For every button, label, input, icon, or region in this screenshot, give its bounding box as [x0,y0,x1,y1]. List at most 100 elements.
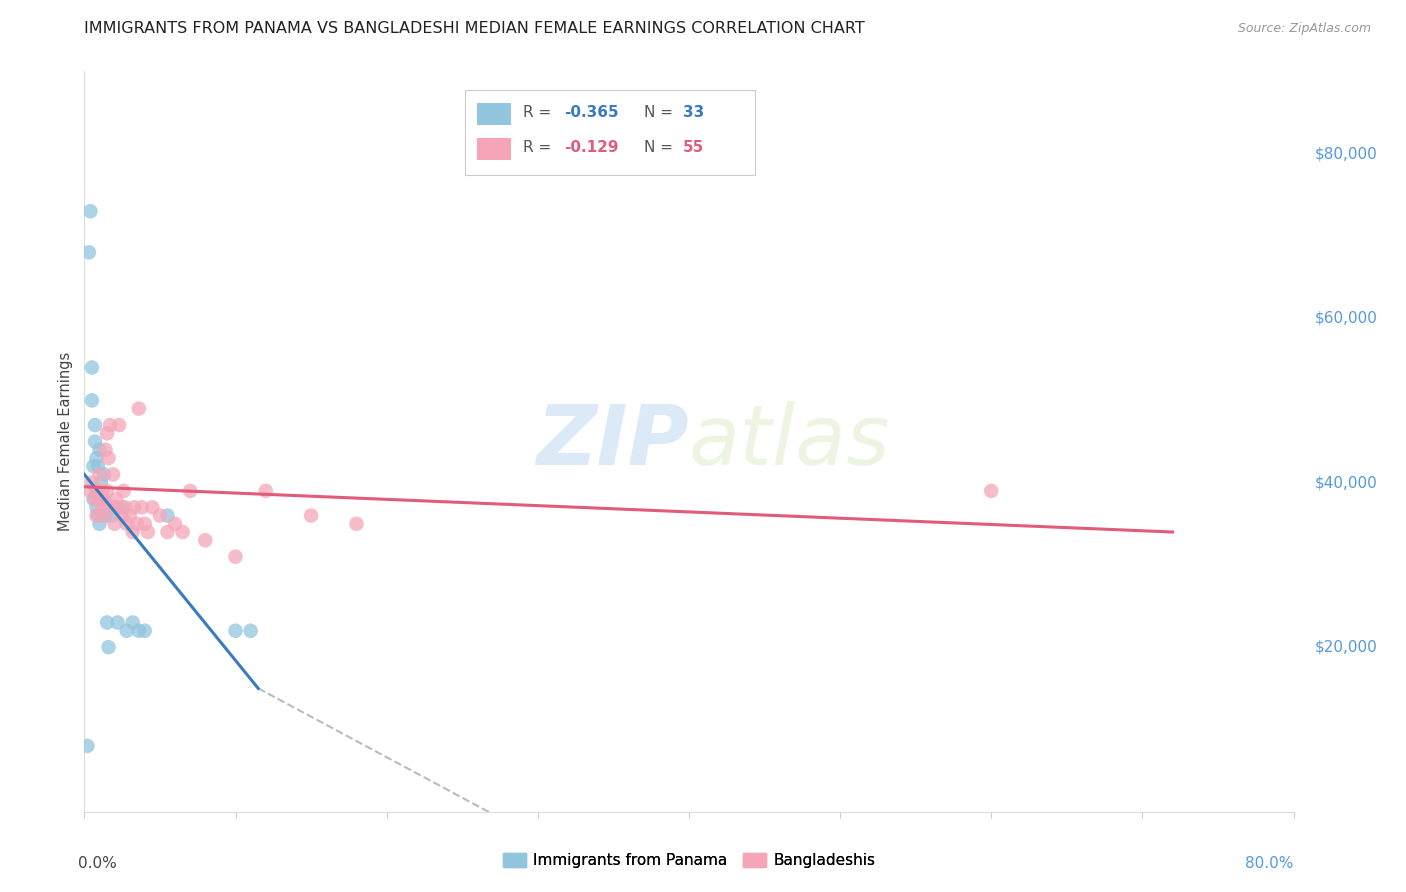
Point [96,426,118,441]
Point [87,508,110,523]
Point [86,500,108,515]
Point [91,500,114,515]
Point [86,483,108,498]
Point [149,508,172,523]
Point [111,508,134,523]
Point [134,624,156,638]
Point [100,508,122,523]
Point [79,483,101,498]
Point [121,524,143,539]
Point [108,418,131,433]
Point [93,467,115,482]
Text: IMMIGRANTS FROM PANAMA VS BANGLADESHI MEDIAN FEMALE EARNINGS CORRELATION CHART: IMMIGRANTS FROM PANAMA VS BANGLADESHI ME… [84,21,865,36]
Point [96,615,118,630]
Text: R =: R = [523,104,557,120]
Point [77,245,100,260]
Point [107,500,129,515]
Point [225,624,247,638]
Point [76,739,98,753]
Point [121,615,143,630]
Point [80,360,103,375]
Point [89,442,111,457]
Text: atlas: atlas [689,401,890,482]
Point [156,524,179,539]
Point [115,516,138,531]
Point [131,500,153,515]
Point [93,492,115,507]
Point [104,500,127,515]
Point [194,533,217,548]
Text: $60,000: $60,000 [1315,310,1378,326]
Point [94,508,117,523]
Point [118,508,141,523]
Point [91,483,114,498]
Point [87,483,110,498]
Point [128,624,150,638]
Legend: Immigrants from Panama, Bangladeshis: Immigrants from Panama, Bangladeshis [496,847,882,874]
Point [104,516,127,531]
Point [89,516,111,531]
Point [299,508,322,523]
Point [112,483,135,498]
Point [980,483,1002,498]
Point [84,418,107,433]
Y-axis label: Median Female Earnings: Median Female Earnings [58,352,73,531]
Point [89,467,111,482]
Point [127,516,149,531]
Text: 80.0%: 80.0% [1246,856,1294,871]
Point [156,508,179,523]
Point [96,483,118,498]
Point [136,524,159,539]
Point [141,500,163,515]
Text: ZIP: ZIP [536,401,689,482]
Point [225,549,247,564]
Point [79,204,101,219]
Point [86,450,108,465]
FancyBboxPatch shape [478,138,512,161]
Point [90,475,112,490]
Point [86,508,108,523]
Point [122,500,145,515]
Text: N =: N = [644,104,678,120]
Point [97,450,120,465]
Point [80,475,103,490]
Point [93,508,115,523]
Point [100,500,122,515]
Point [111,500,134,515]
Text: 55: 55 [683,140,704,155]
Text: -0.129: -0.129 [564,140,619,155]
Point [172,524,194,539]
Point [84,434,107,449]
Text: N =: N = [644,140,678,155]
Text: 0.0%: 0.0% [79,856,117,871]
Point [346,516,368,531]
Point [89,492,111,507]
Text: $20,000: $20,000 [1315,640,1378,655]
Text: $80,000: $80,000 [1315,146,1378,161]
Point [134,516,156,531]
Point [91,492,114,507]
Point [115,624,138,638]
Text: 33: 33 [683,104,704,120]
FancyBboxPatch shape [478,103,512,126]
Point [97,640,120,655]
Point [105,492,128,507]
Point [254,483,277,498]
Point [114,500,136,515]
Point [163,516,186,531]
Point [90,492,112,507]
Point [84,492,107,507]
Text: Source: ZipAtlas.com: Source: ZipAtlas.com [1237,22,1371,36]
Text: -0.365: -0.365 [564,104,619,120]
FancyBboxPatch shape [465,90,755,175]
Point [82,459,104,474]
Point [128,401,150,416]
Text: $40,000: $40,000 [1315,475,1378,491]
Point [101,467,124,482]
Point [87,459,110,474]
Point [107,615,129,630]
Point [94,442,117,457]
Point [80,393,103,408]
Text: R =: R = [523,140,557,155]
Point [82,492,104,507]
